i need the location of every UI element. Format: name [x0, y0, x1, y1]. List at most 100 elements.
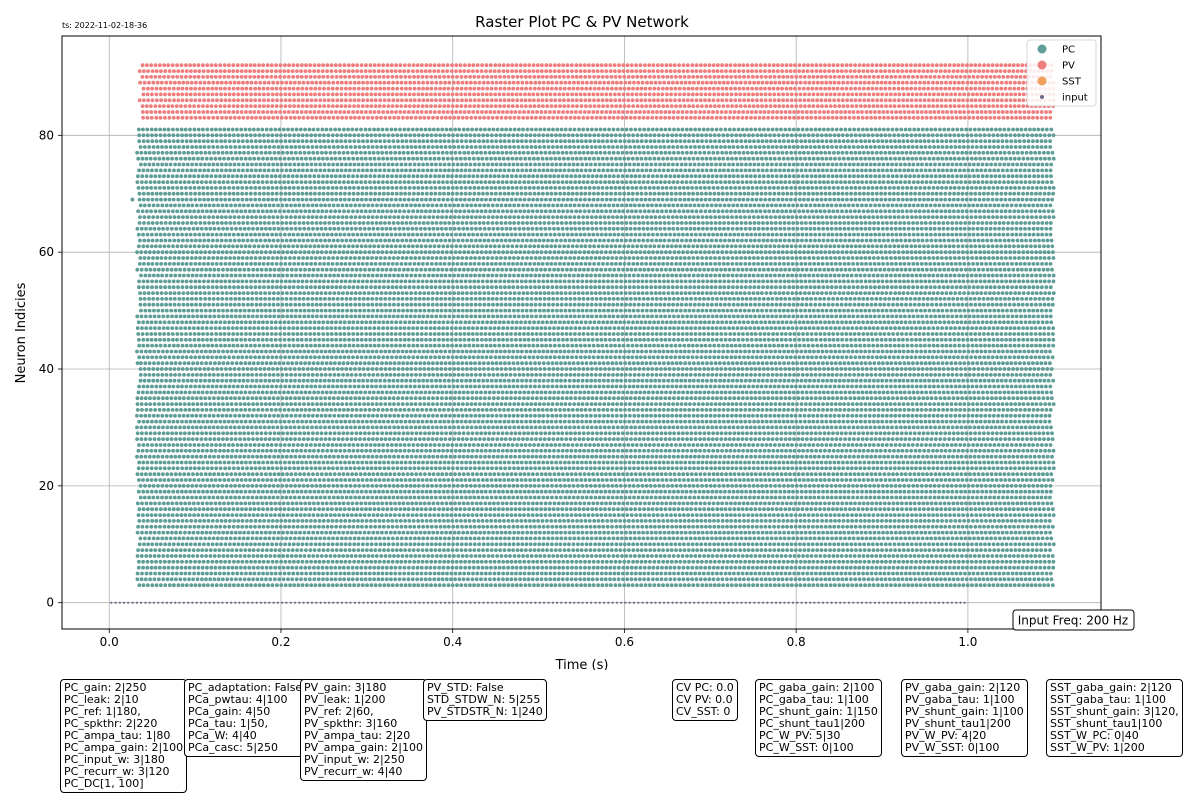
spike-point — [848, 565, 853, 570]
spike-point — [716, 524, 721, 529]
spike-point — [773, 583, 777, 588]
spike-point — [858, 559, 863, 564]
spike-point — [962, 530, 967, 535]
spike-point — [180, 489, 184, 494]
spike-point — [988, 519, 993, 523]
spike-point — [827, 554, 831, 558]
spike-point — [556, 472, 561, 477]
spike-point — [173, 454, 178, 459]
spike-point — [824, 519, 829, 523]
spike-point — [1028, 501, 1032, 506]
spike-point — [498, 548, 502, 552]
spike-point — [391, 484, 396, 488]
spike-point — [532, 519, 536, 523]
spike-point — [642, 489, 647, 494]
spike-point — [485, 478, 489, 482]
spike-point — [871, 519, 876, 523]
spike-point — [304, 460, 309, 465]
spike-point — [496, 577, 501, 582]
spike-point — [277, 448, 282, 453]
spike-point — [769, 530, 773, 535]
spike-point — [900, 554, 904, 558]
spike-point — [897, 548, 902, 552]
spike-point — [1020, 565, 1025, 570]
spike-point — [268, 530, 272, 535]
spike-point — [215, 495, 220, 500]
spike-point — [322, 478, 326, 482]
spike-point — [286, 448, 291, 453]
spike-point — [330, 559, 335, 564]
spike-point — [428, 489, 433, 494]
spike-point — [674, 583, 678, 588]
spike-point — [540, 583, 545, 588]
spike-point — [947, 507, 952, 512]
spike-point — [983, 466, 987, 471]
spike-point — [334, 489, 338, 494]
spike-point — [1001, 489, 1006, 494]
spike-point — [612, 577, 617, 582]
spike-point — [588, 548, 593, 552]
spike-point — [641, 530, 645, 535]
spike-point — [928, 489, 933, 494]
spike-point — [369, 542, 374, 547]
spike-point — [967, 571, 972, 576]
spike-point — [440, 472, 445, 477]
spike-point — [615, 495, 619, 500]
spike-point — [477, 554, 482, 558]
spike-point — [194, 495, 199, 500]
spike-point — [381, 489, 385, 494]
spike-point — [428, 577, 432, 582]
spike-point — [951, 501, 956, 506]
spike-point — [781, 524, 785, 529]
spike-point — [268, 472, 273, 477]
spike-point — [1030, 559, 1034, 564]
spike-point — [264, 577, 268, 582]
spike-point — [794, 484, 799, 488]
spike-point — [337, 501, 342, 506]
spike-point — [789, 542, 794, 547]
spike-point — [925, 554, 930, 558]
spike-point — [677, 577, 681, 582]
spike-point — [934, 554, 938, 558]
spike-point — [498, 484, 503, 488]
spike-point — [136, 565, 141, 570]
spike-point — [483, 489, 488, 494]
spike-point — [1021, 542, 1026, 547]
spike-point — [139, 454, 144, 459]
spike-point — [1011, 478, 1016, 482]
spike-point — [767, 565, 772, 570]
spike-point — [602, 454, 607, 459]
spike-point — [650, 507, 655, 512]
spike-point — [715, 571, 719, 576]
spike-point — [519, 565, 523, 570]
spike-point — [828, 466, 833, 471]
spike-point — [623, 484, 628, 488]
spike-point — [671, 454, 676, 459]
spike-point — [502, 583, 506, 588]
spike-point — [512, 554, 517, 558]
spike-point — [435, 530, 440, 535]
spike-point — [383, 454, 388, 459]
spike-point — [960, 554, 964, 558]
spike-point — [801, 571, 805, 576]
spike-point — [630, 501, 634, 506]
spike-point — [525, 530, 530, 535]
spike-point — [278, 571, 282, 576]
spike-point — [678, 484, 683, 488]
spike-point — [463, 565, 468, 570]
spike-point — [977, 478, 982, 482]
spike-point — [537, 495, 541, 500]
spike-point — [415, 448, 420, 453]
spike-point — [142, 542, 146, 547]
spike-point — [404, 484, 409, 488]
spike-point — [974, 583, 979, 588]
spike-point — [633, 536, 637, 541]
spike-point — [298, 513, 303, 517]
spike-point — [919, 530, 924, 535]
spike-point — [323, 454, 328, 459]
spike-point — [141, 478, 145, 482]
spike-point — [531, 565, 536, 570]
spike-point — [542, 536, 546, 541]
spike-point — [248, 478, 252, 482]
spike-point — [724, 513, 729, 517]
